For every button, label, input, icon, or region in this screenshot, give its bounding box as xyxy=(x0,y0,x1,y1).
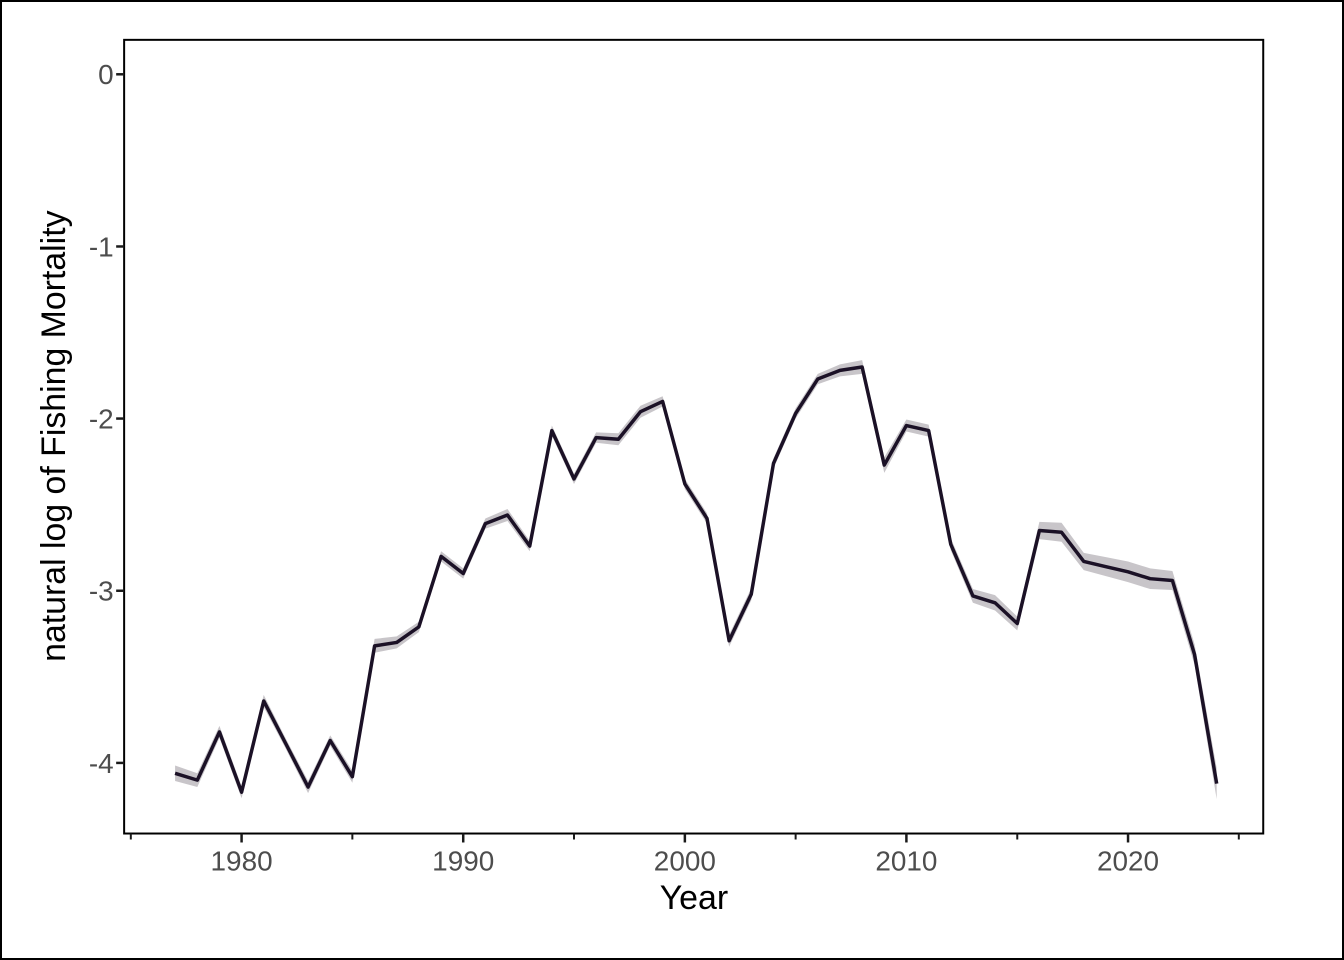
y-tick-label: -4 xyxy=(89,748,114,779)
x-axis-title: Year xyxy=(660,879,728,917)
y-axis-title: natural log of Fishing Mortality xyxy=(35,210,73,661)
x-tick-label: 1990 xyxy=(432,845,494,876)
panel-border xyxy=(123,38,1265,835)
y-tick-label: -1 xyxy=(89,231,114,262)
x-tick-label: 2020 xyxy=(1097,845,1159,876)
mortality-line xyxy=(174,365,1219,794)
y-tick-label: -3 xyxy=(89,576,114,607)
plot-area: 1980 1990 2000 2010 2020 0 -1 -2 -3 -4 xyxy=(89,38,1265,876)
y-tick-label: -2 xyxy=(89,404,114,435)
x-tick-label: 2000 xyxy=(654,845,716,876)
x-tick-label: 1980 xyxy=(211,845,273,876)
y-tick-label: 0 xyxy=(98,59,114,90)
confidence-ribbon xyxy=(175,360,1217,800)
x-tick-label: 2010 xyxy=(875,845,937,876)
